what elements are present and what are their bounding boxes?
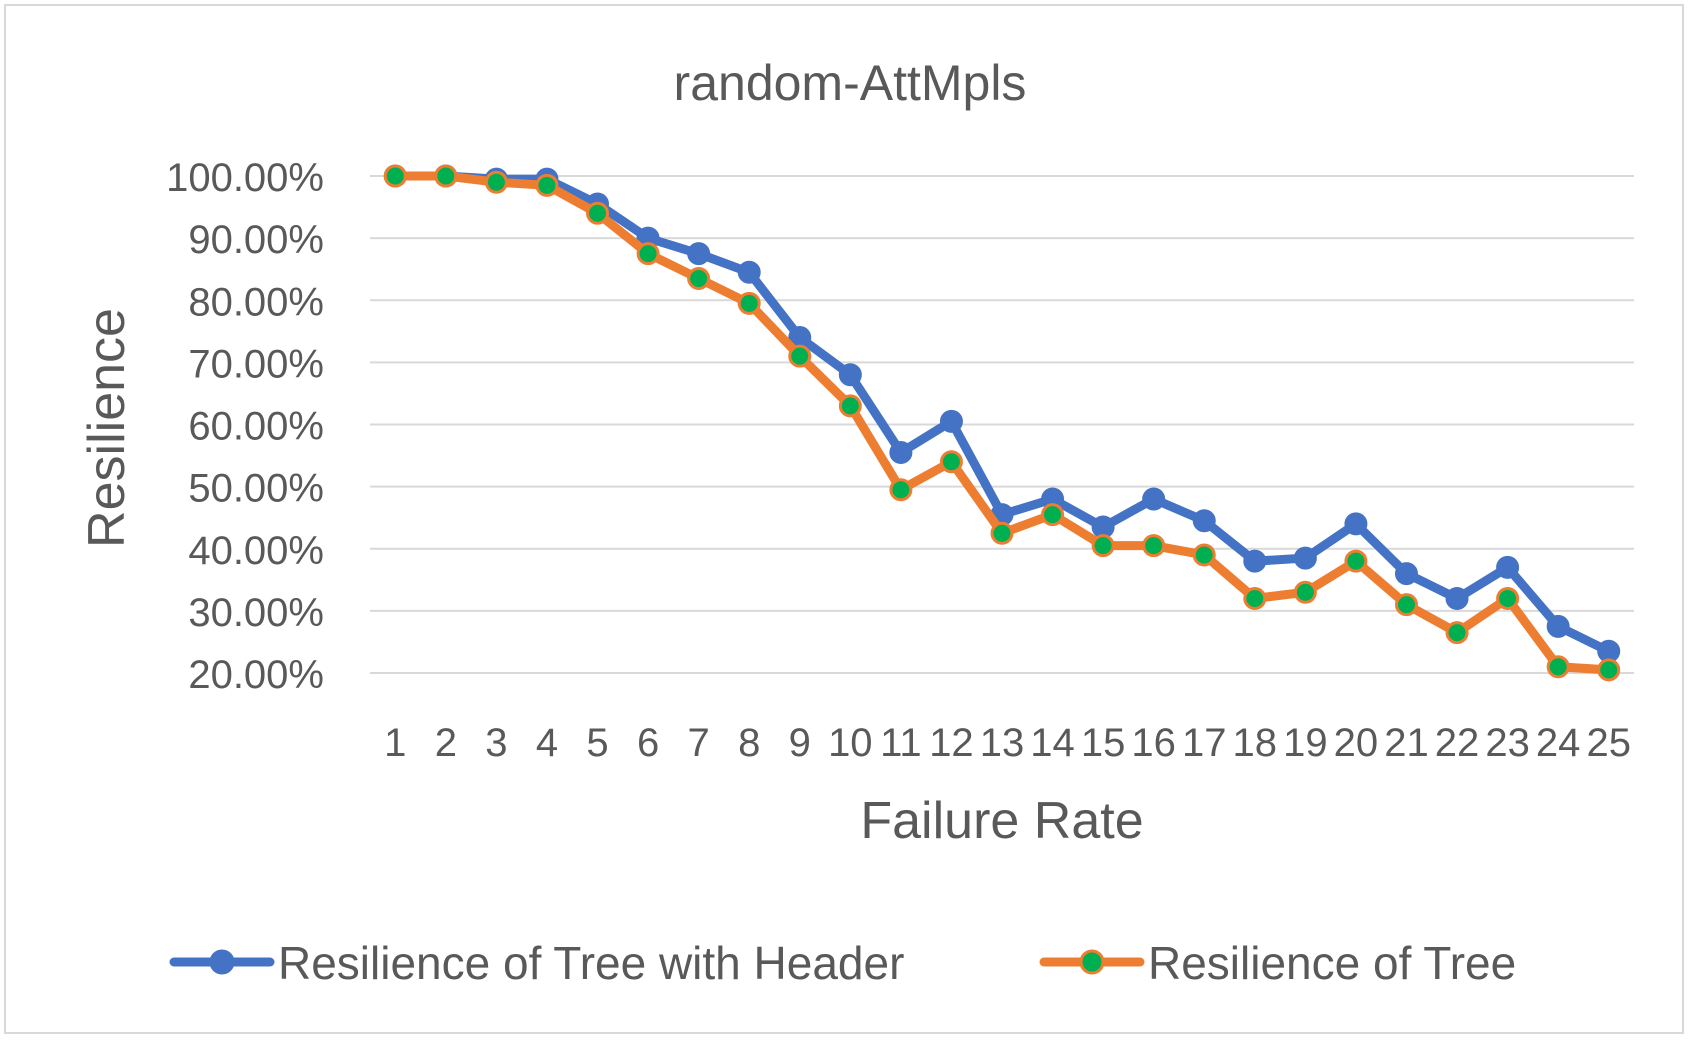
y-tick-label: 60.00% [188, 405, 324, 449]
x-tick-label: 2 [435, 721, 457, 765]
data-point [1293, 546, 1317, 570]
data-point [939, 409, 963, 433]
x-tick-label: 11 [880, 721, 922, 765]
data-point [1091, 534, 1115, 558]
data-point [484, 170, 508, 194]
x-tick-label: 6 [637, 721, 659, 765]
gridlines [370, 175, 1634, 674]
x-tick-label: 14 [1030, 721, 1075, 765]
data-point [535, 173, 559, 197]
x-tick-label: 17 [1182, 721, 1227, 765]
series-2 [383, 164, 1621, 682]
legend-item: Resilience of Tree with Header [169, 937, 904, 989]
data-point [737, 291, 761, 315]
y-tick-label: 20.00% [188, 653, 324, 697]
y-tick-label: 100.00% [166, 156, 324, 200]
x-tick-label: 18 [1233, 721, 1278, 765]
data-point [1091, 515, 1115, 539]
y-tick-label: 80.00% [188, 280, 324, 324]
data-point [687, 242, 711, 266]
x-axis-label: Failure Rate [860, 792, 1143, 850]
data-point [1041, 503, 1065, 527]
x-tick-label: 24 [1536, 721, 1581, 765]
data-point [1546, 614, 1570, 638]
x-tick-label: 3 [485, 721, 507, 765]
series-layer [383, 164, 1621, 682]
data-point [838, 394, 862, 418]
x-tick-label: 25 [1586, 721, 1631, 765]
data-point [586, 201, 610, 225]
x-tick-label: 23 [1485, 721, 1530, 765]
data-point [1445, 621, 1469, 645]
x-axis-tick-labels: 1 2 3 4 5 6 7 8 9 10 11 12 13 14 15 16 17 18 19 20 21 22 23 24 2… [384, 721, 1631, 765]
x-tick-label: 16 [1131, 721, 1176, 765]
data-point [889, 440, 913, 464]
x-tick-label: 13 [980, 721, 1025, 765]
legend-item: Resilience of Tree [1039, 937, 1516, 989]
x-tick-label: 22 [1435, 721, 1480, 765]
chart-area: random-AttMpls 20.00% 30.00% 40.00% 50.00% 6… [4, 4, 1684, 1034]
data-point [434, 164, 458, 188]
x-tick-label: 5 [586, 721, 608, 765]
data-point [636, 242, 660, 266]
data-point [1496, 586, 1520, 610]
y-tick-label: 50.00% [188, 467, 324, 511]
series-line [390, 171, 1614, 675]
legend-label: Resilience of Tree [1148, 937, 1516, 989]
data-point [889, 478, 913, 502]
data-point [1243, 586, 1267, 610]
data-point [1142, 487, 1166, 511]
data-point [1192, 543, 1216, 567]
data-point [1597, 658, 1621, 682]
data-point [1293, 580, 1317, 604]
data-point [383, 164, 407, 188]
y-axis-tick-labels: 20.00% 30.00% 40.00% 50.00% 60.00% 70.00% 80.0… [166, 156, 324, 697]
data-point [1344, 549, 1368, 573]
x-tick-label: 4 [536, 721, 558, 765]
legend: Resilience of Tree with Header Resilience… [169, 937, 1516, 989]
data-point [1243, 549, 1267, 573]
y-tick-label: 90.00% [188, 218, 324, 262]
x-tick-label: 12 [929, 721, 974, 765]
data-point [1445, 586, 1469, 610]
data-point [1496, 555, 1520, 579]
x-tick-label: 9 [789, 721, 811, 765]
y-tick-label: 30.00% [188, 591, 324, 635]
x-tick-label: 19 [1283, 721, 1328, 765]
legend-marker [209, 949, 235, 975]
data-point [1546, 655, 1570, 679]
legend-marker [1079, 949, 1105, 975]
x-tick-label: 7 [688, 721, 710, 765]
y-tick-label: 40.00% [188, 529, 324, 573]
data-point [737, 260, 761, 284]
data-point [1344, 512, 1368, 536]
x-tick-label: 8 [738, 721, 760, 765]
x-tick-label: 1 [384, 721, 406, 765]
data-point [1394, 593, 1418, 617]
chart-title: random-AttMpls [674, 55, 1027, 111]
legend-label: Resilience of Tree with Header [278, 937, 904, 989]
data-point [1142, 534, 1166, 558]
y-axis-label: Resilience [78, 308, 136, 548]
data-point [1192, 509, 1216, 533]
y-tick-label: 70.00% [188, 342, 324, 386]
data-point [990, 521, 1014, 545]
series-1 [383, 164, 1621, 663]
x-tick-label: 15 [1081, 721, 1126, 765]
data-point [1597, 639, 1621, 663]
x-tick-label: 21 [1384, 721, 1429, 765]
line-chart: random-AttMpls 20.00% 30.00% 40.00% 50.00% 6… [78, 55, 1634, 989]
x-tick-label: 10 [828, 721, 873, 765]
data-point [788, 344, 812, 368]
data-point [687, 267, 711, 291]
data-point [838, 363, 862, 387]
data-point [939, 450, 963, 474]
series-line [390, 171, 1614, 656]
data-point [1394, 562, 1418, 586]
x-tick-label: 20 [1334, 721, 1379, 765]
